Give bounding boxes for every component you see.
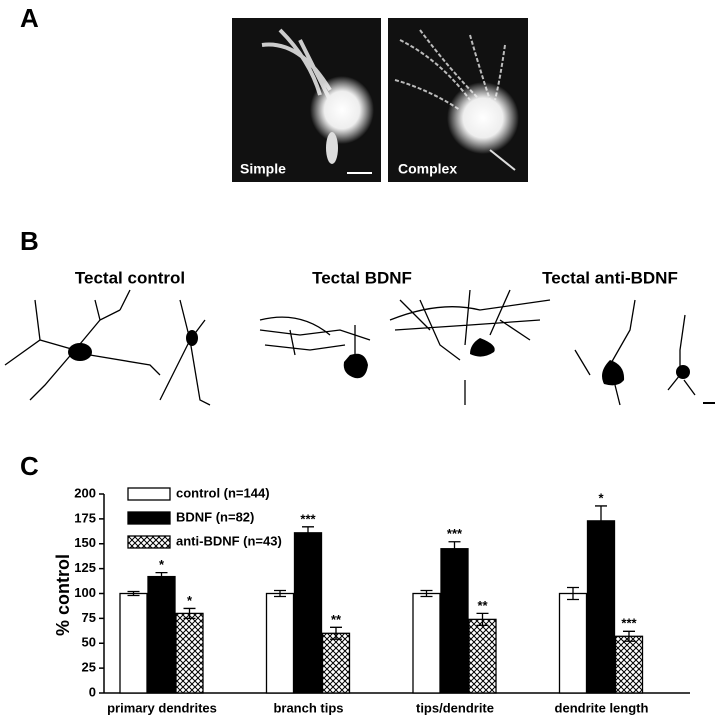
y-tick-label: 100	[74, 585, 96, 600]
bar	[147, 575, 176, 694]
error-bar	[476, 612, 489, 626]
legend-label: control (n=144)	[176, 485, 270, 500]
bar	[468, 618, 497, 694]
cell-bodies	[68, 330, 690, 386]
bar	[119, 592, 148, 694]
significance-label: **	[477, 598, 488, 613]
micrograph-simple: Simple	[232, 18, 381, 182]
significance-label: *	[187, 593, 193, 608]
x-tick-label: branch tips	[273, 700, 343, 715]
significance-label: *	[159, 557, 165, 572]
bar	[175, 612, 204, 694]
significance-label: ***	[621, 616, 637, 631]
bar	[586, 520, 616, 694]
plot: 0 25 50 75 100 125 150 175 200 primary dendrites *…	[74, 485, 690, 715]
error-bar	[330, 626, 342, 640]
significance-label: *	[598, 490, 604, 505]
legend-swatch	[127, 511, 171, 525]
x-tick-label: dendrite length	[555, 700, 649, 715]
bar	[558, 592, 588, 694]
y-tick-label: 200	[74, 485, 96, 500]
significance-label: ***	[447, 526, 463, 541]
error-bar	[448, 541, 461, 557]
bar	[412, 592, 441, 694]
panel-letter: C	[20, 451, 39, 481]
y-tick-label: 150	[74, 535, 96, 550]
y-tick-label: 125	[74, 560, 96, 575]
legend-label: BDNF (n=82)	[176, 509, 254, 524]
bar	[265, 592, 295, 694]
y-tick-label: 175	[74, 510, 96, 525]
error-bar	[302, 526, 314, 540]
x-tick-label: tips/dendrite	[416, 700, 494, 715]
group-title: Tectal BDNF	[312, 268, 412, 287]
error-bar	[420, 589, 433, 598]
legend-label: anti-BDNF (n=43)	[176, 533, 282, 548]
group-title: Tectal control	[75, 268, 185, 287]
bar	[614, 635, 644, 694]
error-bar	[567, 586, 579, 601]
significance-label: **	[331, 612, 342, 627]
group-title: Tectal anti-BDNF	[542, 268, 678, 287]
significance-label: ***	[300, 511, 316, 526]
image-label: Simple	[240, 161, 286, 177]
panel-letter: A	[20, 3, 39, 33]
legend-swatch	[127, 535, 171, 549]
error-bar	[155, 571, 168, 582]
error-bar	[183, 607, 196, 620]
y-tick-label: 25	[82, 660, 96, 675]
image-label: Complex	[398, 161, 457, 177]
neuron-drawings	[4, 289, 696, 406]
error-bar	[274, 589, 286, 598]
legend-swatch	[127, 487, 171, 501]
y-tick-label: 50	[82, 635, 96, 650]
error-bar	[623, 630, 635, 642]
y-axis-label: % control	[53, 554, 73, 636]
bar	[321, 632, 351, 694]
error-bar	[595, 505, 607, 537]
error-bar	[127, 590, 140, 597]
y-tick-label: 75	[82, 610, 96, 625]
bar	[440, 548, 469, 694]
bar	[293, 532, 323, 694]
y-tick-label: 0	[89, 684, 96, 699]
micrograph-complex: Complex	[388, 18, 528, 182]
x-tick-label: primary dendrites	[107, 700, 217, 715]
panel-letter: B	[20, 226, 39, 256]
